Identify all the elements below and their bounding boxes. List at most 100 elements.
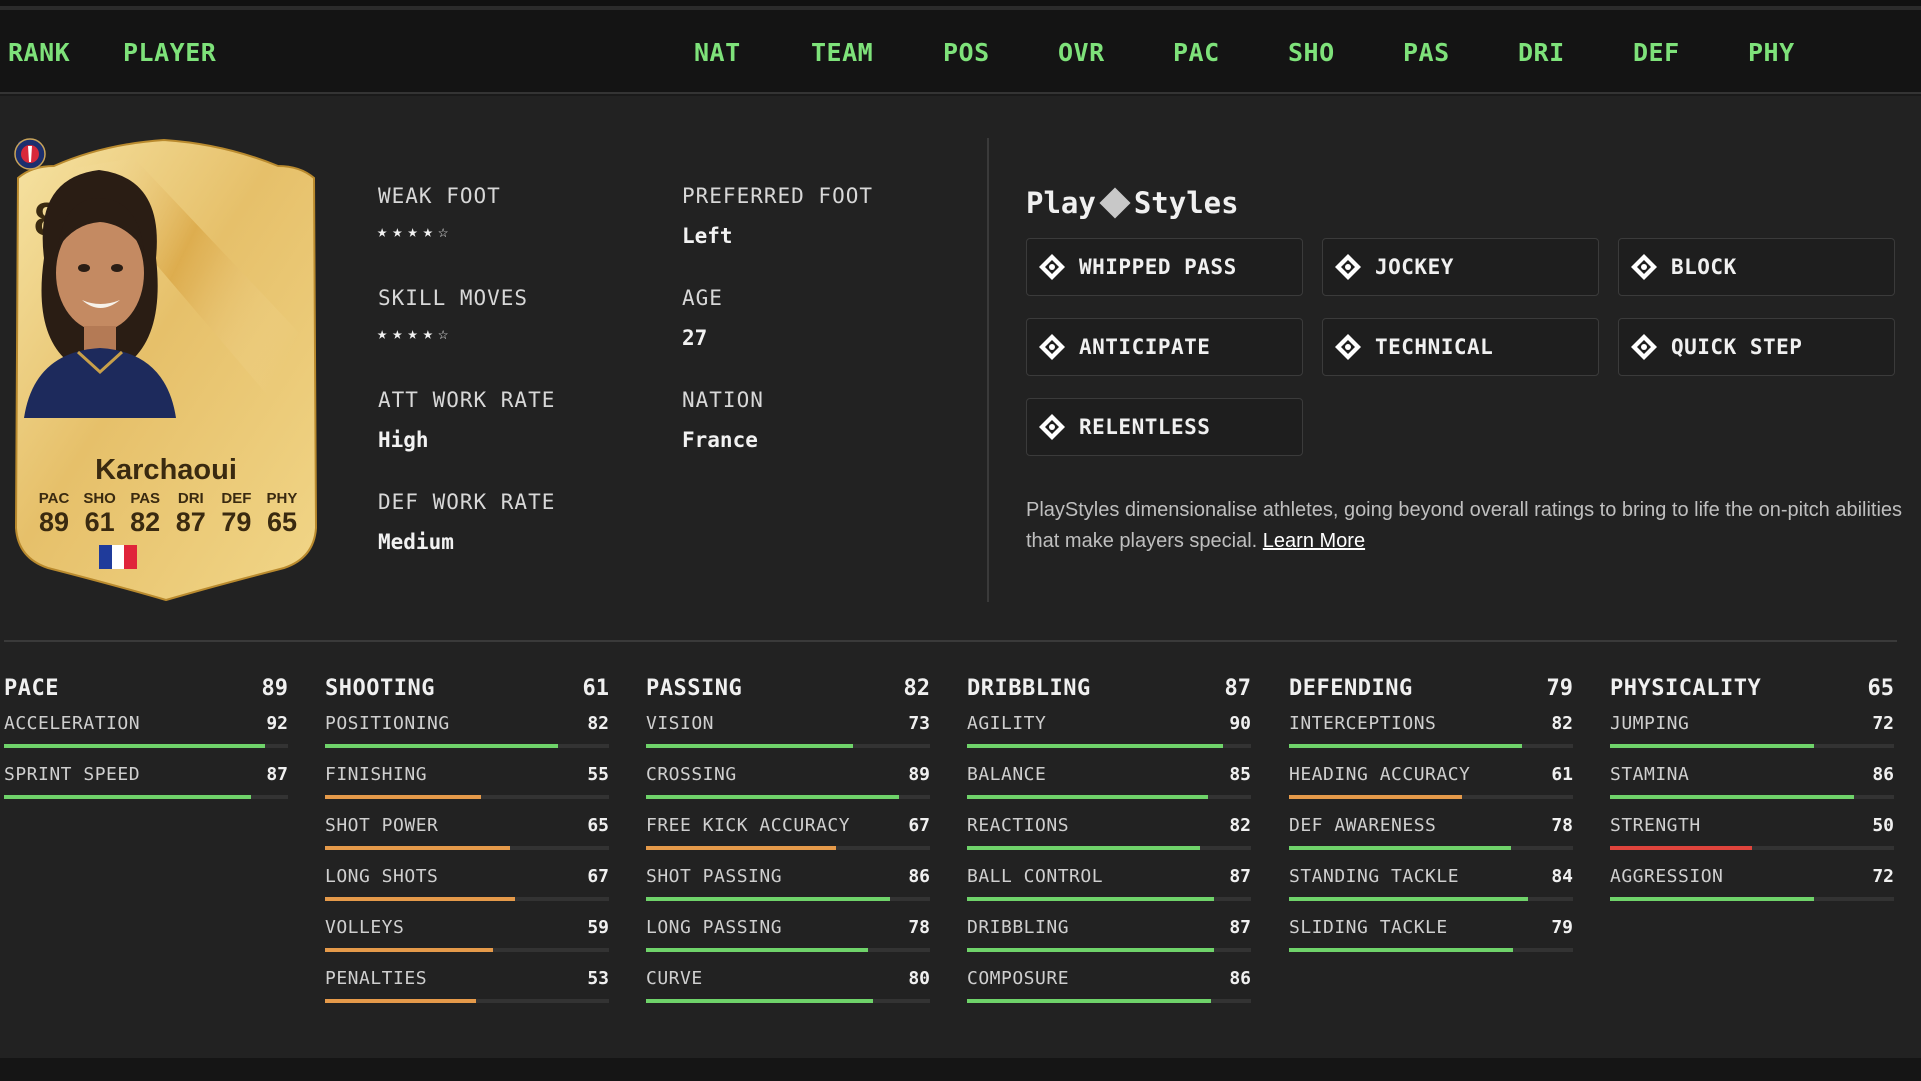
attribute-long-shots: LONG SHOTS 67 xyxy=(325,863,609,914)
playstyle-block[interactable]: BLOCK xyxy=(1618,238,1895,296)
header-rank[interactable]: RANK xyxy=(8,38,71,67)
attribute-value: 73 xyxy=(908,713,930,734)
club-crest-icon xyxy=(14,138,46,170)
attribute-curve: CURVE 80 xyxy=(646,965,930,1016)
attribute-name: AGGRESSION xyxy=(1610,866,1724,887)
attribute-bar-fill xyxy=(967,948,1215,952)
card-stat-value: 87 xyxy=(175,507,206,537)
skill-moves-stars: ★★★★☆ xyxy=(377,324,454,344)
attribute-acceleration: ACCELERATION 92 xyxy=(4,710,288,761)
attribute-value: 53 xyxy=(587,968,609,989)
header-pos[interactable]: POS xyxy=(943,38,990,67)
header-player[interactable]: PLAYER xyxy=(123,38,217,67)
attribute-bar-fill xyxy=(967,744,1223,748)
card-stat-label: PAS xyxy=(130,490,161,507)
def-work-rate-value: Medium xyxy=(378,530,454,554)
header-nat[interactable]: NAT xyxy=(694,38,741,67)
category-name: PHYSICALITY xyxy=(1610,676,1762,701)
attribute-name: POSITIONING xyxy=(325,713,450,734)
attribute-heading-accuracy: HEADING ACCURACY 61 xyxy=(1289,761,1573,812)
header-pac[interactable]: PAC xyxy=(1173,38,1220,67)
learn-more-link[interactable]: Learn More xyxy=(1262,530,1366,552)
playstyle-relentless[interactable]: RELENTLESS xyxy=(1026,398,1303,456)
playstyle-label: JOCKEY xyxy=(1375,255,1454,279)
header-team[interactable]: TEAM xyxy=(811,38,874,67)
card-stat-value: 82 xyxy=(130,507,161,537)
player-detail-panel xyxy=(0,96,1921,1058)
attribute-bar-track xyxy=(1289,897,1573,901)
card-player-name: Karchaoui xyxy=(95,454,237,486)
attribute-interceptions: INTERCEPTIONS 82 xyxy=(1289,710,1573,761)
card-stat-label: SHO xyxy=(83,490,116,507)
attribute-sprint-speed: SPRINT SPEED 87 xyxy=(4,761,288,812)
header-ovr[interactable]: OVR xyxy=(1058,38,1105,67)
technical-icon xyxy=(1335,334,1361,360)
attribute-shot-power: SHOT POWER 65 xyxy=(325,812,609,863)
attribute-bar-track xyxy=(967,897,1251,901)
playstyle-jockey[interactable]: JOCKEY xyxy=(1322,238,1599,296)
attribute-free-kick-accuracy: FREE KICK ACCURACY 67 xyxy=(646,812,930,863)
attribute-bar-fill xyxy=(646,948,868,952)
attribute-bar-fill xyxy=(1289,795,1463,799)
horizontal-divider xyxy=(4,640,1897,642)
attribute-name: STAMINA xyxy=(1610,764,1690,785)
attribute-value: 84 xyxy=(1551,866,1573,887)
attribute-bar-fill xyxy=(1289,846,1511,850)
header-sho[interactable]: SHO xyxy=(1288,38,1335,67)
attribute-value: 86 xyxy=(908,866,930,887)
header-def[interactable]: DEF xyxy=(1633,38,1680,67)
attribute-bar-fill xyxy=(1289,948,1514,952)
header-pas[interactable]: PAS xyxy=(1403,38,1450,67)
category-name: DRIBBLING xyxy=(967,676,1091,701)
category-value: 79 xyxy=(1546,676,1574,701)
attribute-name: SPRINT SPEED xyxy=(4,764,141,785)
attribute-bar-track xyxy=(1610,846,1894,850)
attribute-name: VISION xyxy=(646,713,715,734)
category-name: SHOOTING xyxy=(325,676,435,701)
playstyle-label: ANTICIPATE xyxy=(1079,335,1211,359)
playstyle-quick-step[interactable]: QUICK STEP xyxy=(1618,318,1895,376)
playstyles-title: Play Styles xyxy=(1026,186,1239,220)
attribute-ball-control: BALL CONTROL 87 xyxy=(967,863,1251,914)
attribute-bar-track xyxy=(646,999,930,1003)
quick-step-icon xyxy=(1631,334,1657,360)
card-stat-value: 79 xyxy=(221,507,252,537)
attribute-crossing: CROSSING 89 xyxy=(646,761,930,812)
playstyle-technical[interactable]: TECHNICAL xyxy=(1322,318,1599,376)
attribute-value: 50 xyxy=(1872,815,1894,836)
playstyles-title-right: Styles xyxy=(1133,186,1239,220)
attribute-bar-fill xyxy=(325,999,476,1003)
playstyle-label: QUICK STEP xyxy=(1671,335,1803,359)
playstyle-anticipate[interactable]: ANTICIPATE xyxy=(1026,318,1303,376)
playstyle-label: BLOCK xyxy=(1671,255,1737,279)
bottom-bar xyxy=(0,1058,1921,1081)
card-stat-value: 89 xyxy=(38,507,70,537)
attribute-value: 92 xyxy=(266,713,288,734)
attribute-bar-fill xyxy=(1610,795,1855,799)
attribute-name: COMPOSURE xyxy=(967,968,1070,989)
attribute-vision: VISION 73 xyxy=(646,710,930,761)
attribute-value: 87 xyxy=(1229,917,1251,938)
category-value: 61 xyxy=(582,676,610,701)
header-phy[interactable]: PHY xyxy=(1748,38,1795,67)
attribute-name: SHOT PASSING xyxy=(646,866,783,887)
attribute-value: 78 xyxy=(908,917,930,938)
attribute-name: VOLLEYS xyxy=(325,917,405,938)
attribute-bar-fill xyxy=(325,744,558,748)
card-stat-value: 65 xyxy=(266,507,297,537)
attribute-bar-track xyxy=(325,948,609,952)
attribute-bar-track xyxy=(646,846,930,850)
attribute-value: 82 xyxy=(1229,815,1251,836)
attribute-bar-track xyxy=(325,795,609,799)
category-header: PASSING 82 xyxy=(646,676,930,710)
header-dri[interactable]: DRI xyxy=(1518,38,1565,67)
attribute-balance: BALANCE 85 xyxy=(967,761,1251,812)
attribute-bar-track xyxy=(1289,795,1573,799)
attribute-bar-fill xyxy=(646,744,854,748)
attribute-bar-track xyxy=(646,795,930,799)
attribute-name: SLIDING TACKLE xyxy=(1289,917,1448,938)
attribute-value: 82 xyxy=(587,713,609,734)
attribute-bar-fill xyxy=(4,744,266,748)
attribute-value: 67 xyxy=(587,866,609,887)
playstyle-whipped-pass[interactable]: WHIPPED PASS xyxy=(1026,238,1303,296)
